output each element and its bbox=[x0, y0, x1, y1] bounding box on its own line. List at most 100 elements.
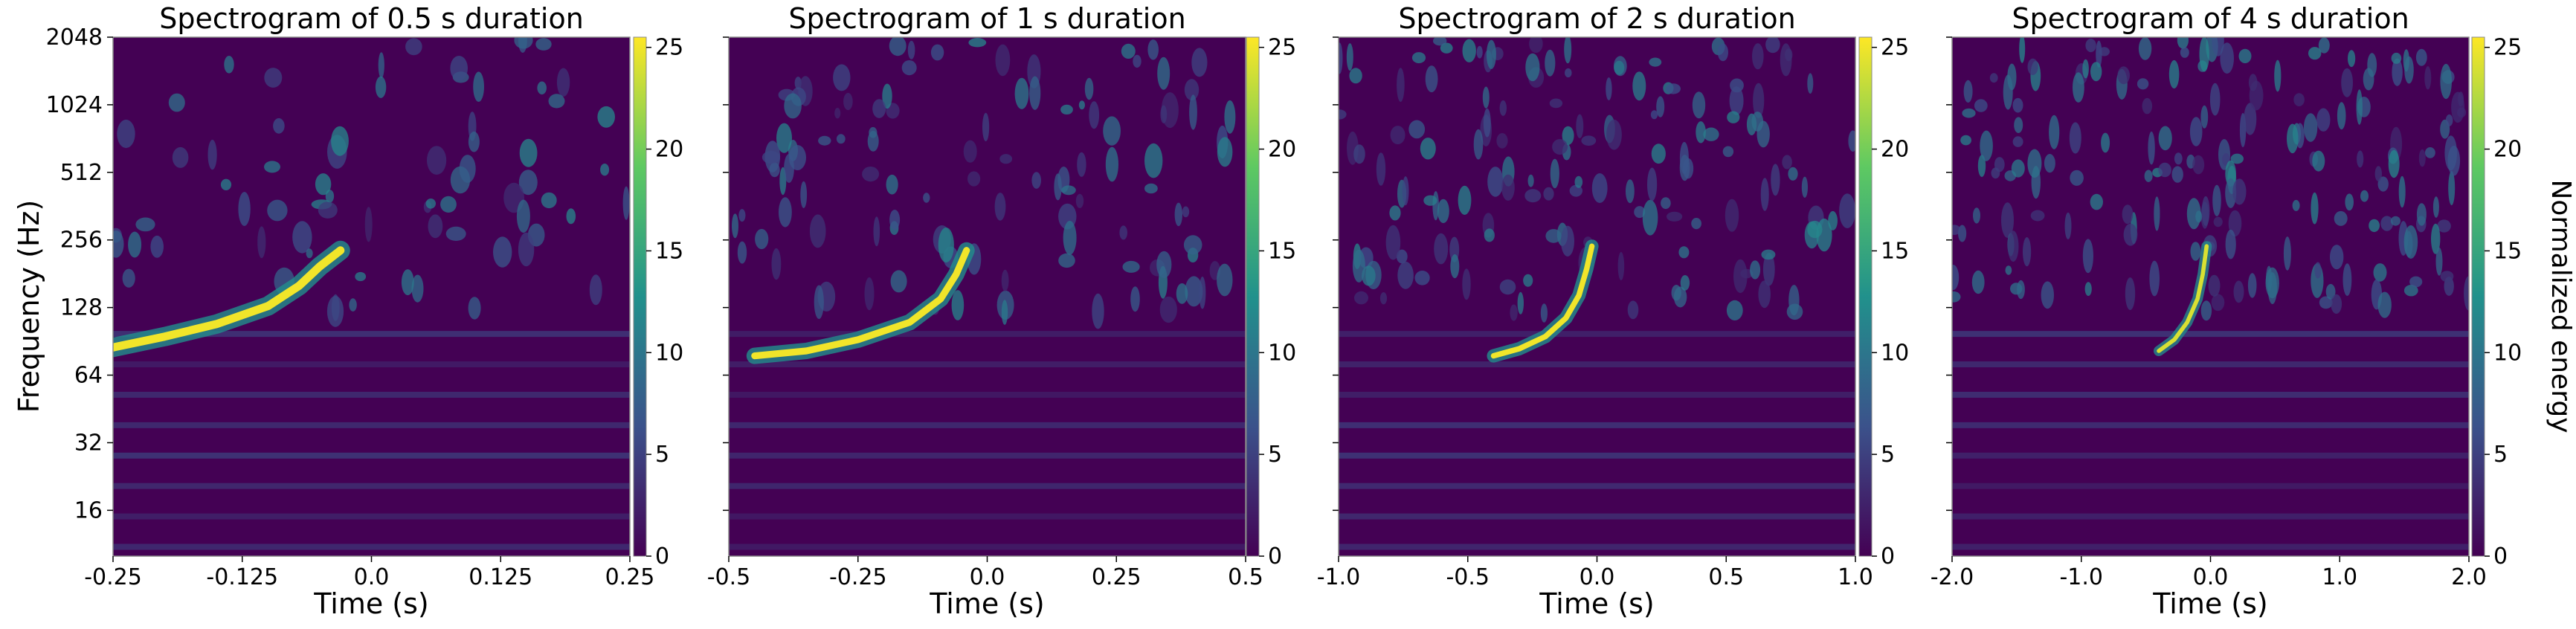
noise-blob bbox=[541, 192, 557, 209]
noise-blob bbox=[1656, 96, 1665, 117]
noise-blob bbox=[318, 201, 338, 219]
noise-blob bbox=[818, 135, 831, 146]
panel-title: Spectrogram of 1 s duration bbox=[788, 2, 1185, 35]
chirp-track bbox=[1490, 243, 1595, 359]
noise-blob bbox=[968, 38, 987, 48]
noise-blob bbox=[445, 226, 466, 241]
x-axis-label: Time (s) bbox=[2152, 587, 2268, 620]
noise-blob bbox=[2049, 114, 2060, 149]
noise-blob bbox=[224, 56, 234, 74]
noise-blob bbox=[518, 170, 538, 196]
colorbar-tick-label: 5 bbox=[655, 442, 669, 468]
noise-blob bbox=[2090, 62, 2102, 82]
noise-blob bbox=[1692, 91, 1706, 119]
noise-blob bbox=[1423, 195, 1437, 206]
noise-band bbox=[729, 422, 1246, 428]
noise-blob bbox=[1788, 167, 1798, 181]
noise-blob bbox=[784, 93, 802, 119]
noise-blob bbox=[2220, 42, 2234, 74]
noise-blob bbox=[1785, 48, 1793, 62]
noise-blob bbox=[2023, 237, 2032, 267]
noise-blob bbox=[2431, 223, 2441, 254]
noise-blob bbox=[2287, 123, 2299, 154]
noise-blob bbox=[1462, 39, 1476, 62]
noise-blob bbox=[1176, 283, 1188, 304]
noise-blob bbox=[1501, 174, 1515, 201]
noise-blob bbox=[493, 236, 512, 268]
noise-blob bbox=[1078, 100, 1085, 110]
panel-title: Spectrogram of 2 s duration bbox=[1398, 2, 1795, 35]
noise-blob bbox=[2213, 216, 2223, 228]
colorbar-tick-label: 0 bbox=[2493, 543, 2508, 570]
noise-blob bbox=[1182, 206, 1190, 218]
noise-blob bbox=[1756, 120, 1770, 148]
noise-blob bbox=[2174, 152, 2183, 165]
noise-blob bbox=[2319, 296, 2333, 309]
colorbar-tick-label: 15 bbox=[2493, 238, 2522, 264]
noise-blob bbox=[257, 226, 266, 259]
noise-band bbox=[1952, 331, 2469, 338]
noise-blob bbox=[425, 199, 436, 209]
colorbar-tick-label: 5 bbox=[1881, 442, 1895, 468]
noise-blob bbox=[1434, 233, 1449, 265]
noise-blob bbox=[2316, 108, 2331, 132]
noise-blob bbox=[1001, 269, 1009, 291]
x-tick-label: 0.5 bbox=[1708, 564, 1744, 590]
noise-blob bbox=[2464, 276, 2469, 311]
noise-blob bbox=[1650, 110, 1658, 120]
noise-blob bbox=[2293, 93, 2305, 106]
x-tick-label: 0.125 bbox=[468, 564, 532, 590]
spectrogram-plot-area bbox=[1339, 37, 1855, 556]
noise-blob bbox=[468, 297, 481, 320]
noise-blob bbox=[1408, 120, 1426, 139]
y-tick-label: 2048 bbox=[46, 25, 103, 51]
colorbar-tick-label: 25 bbox=[2493, 35, 2522, 61]
figure-ylabel: Frequency (Hz) bbox=[13, 200, 45, 413]
noise-blob bbox=[2377, 176, 2389, 192]
noise-blob bbox=[2007, 230, 2019, 262]
noise-blob bbox=[427, 146, 447, 175]
noise-blob bbox=[1952, 265, 1960, 291]
noise-blob bbox=[1614, 60, 1625, 75]
noise-blob bbox=[1980, 130, 1993, 161]
noise-blob bbox=[1385, 225, 1401, 260]
noise-blob bbox=[1523, 274, 1533, 287]
x-tick-label: 2.0 bbox=[2451, 564, 2487, 590]
y-tick-label: 16 bbox=[74, 497, 103, 523]
noise-blob bbox=[292, 221, 312, 254]
x-axis-label: Time (s) bbox=[1539, 587, 1655, 620]
noise-blob bbox=[886, 174, 898, 195]
noise-blob bbox=[1353, 144, 1365, 164]
noise-blob bbox=[1414, 271, 1430, 286]
chirp-track bbox=[751, 247, 970, 360]
noise-blob bbox=[2233, 280, 2244, 303]
x-tick-label: 1.0 bbox=[1838, 564, 1873, 590]
noise-blob bbox=[738, 209, 746, 222]
noise-blob bbox=[872, 99, 886, 118]
colorbar-tick-label: 20 bbox=[1268, 137, 1296, 163]
noise-blob bbox=[1160, 105, 1168, 123]
noise-blob bbox=[809, 214, 826, 248]
noise-blob bbox=[1396, 249, 1408, 264]
noise-band bbox=[1339, 422, 1855, 428]
noise-blob bbox=[2180, 47, 2189, 58]
noise-blob bbox=[1649, 57, 1662, 67]
noise-blob bbox=[2070, 170, 2084, 186]
colorbar bbox=[633, 36, 647, 557]
noise-blob bbox=[1729, 86, 1744, 115]
noise-blob bbox=[2448, 170, 2456, 206]
noise-blob bbox=[1679, 141, 1689, 174]
noise-blob bbox=[2005, 265, 2012, 275]
noise-blob bbox=[2357, 150, 2364, 168]
noise-blob bbox=[1801, 176, 1808, 198]
noise-band bbox=[1339, 543, 1855, 550]
noise-blob bbox=[589, 274, 602, 306]
noise-blob bbox=[1058, 253, 1075, 268]
noise-blob bbox=[2082, 59, 2089, 79]
noise-blob bbox=[1437, 199, 1449, 224]
noise-blob bbox=[1574, 175, 1583, 188]
noise-band bbox=[113, 391, 630, 398]
noise-blob bbox=[1642, 199, 1658, 236]
noise-blob bbox=[1717, 43, 1728, 62]
